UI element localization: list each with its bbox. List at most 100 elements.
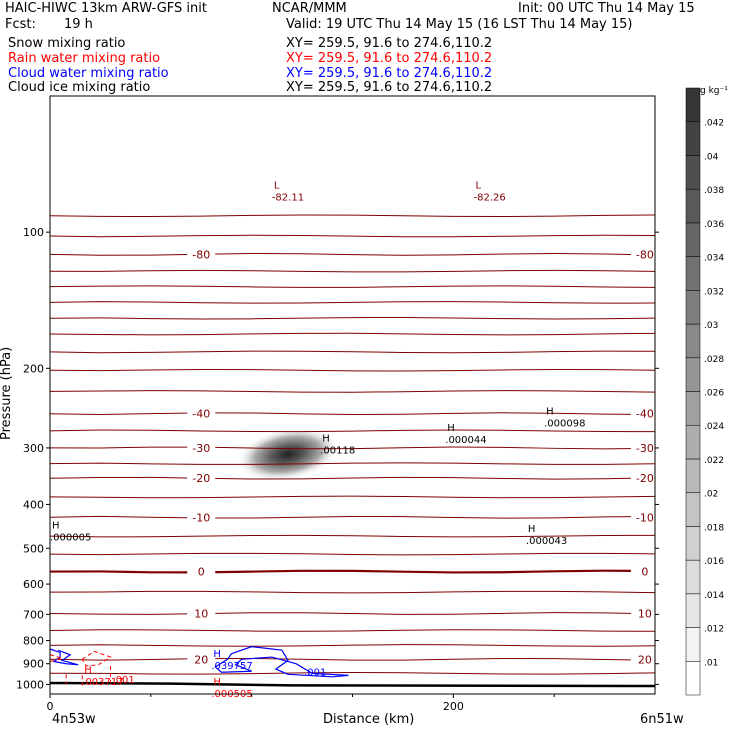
temperature-contour	[49, 285, 656, 288]
colorbar-tick-label: .03	[704, 321, 718, 331]
temperature-contour	[49, 534, 656, 538]
extremum-value: .003717	[82, 677, 123, 688]
colorbar-bin	[685, 188, 701, 224]
contour-label-bg	[187, 472, 216, 485]
forecast-label: Fcst:	[5, 17, 36, 32]
contour-label-temperature: -30	[192, 442, 210, 455]
colorbar-tick-label: .032	[704, 287, 724, 297]
colorbar-tick-label: .028	[704, 355, 724, 365]
field-name-snow: Snow mixing ratio	[8, 36, 126, 51]
contour-label-bg	[630, 511, 659, 524]
colorbar-bin	[685, 627, 701, 662]
colorbar-tick-label: .012	[704, 625, 724, 635]
extremum-marker: H	[447, 423, 455, 434]
colorbar-bin	[685, 121, 701, 156]
temperature-contour	[49, 495, 656, 499]
colorbar-bin	[685, 323, 701, 359]
contour-label-bg	[630, 472, 659, 485]
extremum-marker: H	[213, 677, 221, 688]
extremum-value: .00118	[320, 445, 355, 456]
y-tick-label: 1000	[16, 678, 44, 691]
colorbar-bin	[685, 661, 701, 696]
field-name-cloud-ice: Cloud ice mixing ratio	[8, 80, 151, 95]
colorbar-tick-label: .036	[704, 220, 724, 230]
field-xy-cloud-ice: XY= 259.5, 91.6 to 274.6,110.2	[286, 80, 493, 95]
temperature-contour	[49, 269, 656, 273]
colorbar-bin	[685, 155, 701, 190]
temperature-contour	[49, 644, 656, 647]
contour-label-temperature: -10	[192, 511, 210, 524]
rain-contour	[81, 650, 112, 667]
contour-label-bg	[630, 607, 659, 620]
temperature-contour	[49, 552, 656, 556]
temperature-contour	[49, 368, 656, 372]
cloud-water-contour	[49, 648, 79, 666]
snow-shading	[236, 427, 340, 482]
colorbar-bin	[685, 526, 701, 561]
temperature-contour	[49, 301, 656, 304]
contour-label-bg	[187, 407, 216, 420]
colorbar-bin	[685, 559, 701, 595]
contour-label-temperature: -10	[636, 511, 654, 524]
colorbar-bin	[685, 391, 701, 426]
x-endpoint-right: 6n51w	[640, 712, 684, 727]
temperature-contour	[49, 446, 656, 450]
colorbar-tick-label: .038	[704, 186, 724, 196]
contour-label-bg	[187, 511, 216, 524]
extremum-value: .000043	[526, 536, 567, 547]
extremum-value: .000044	[445, 435, 486, 446]
contour-label-mixing-ratio: .001	[113, 675, 135, 686]
contour-label-temperature: -20	[192, 472, 210, 485]
contour-label-bg	[187, 565, 216, 578]
temperature-contour	[49, 234, 656, 238]
y-tick-label: 500	[23, 542, 44, 555]
contour-label-temperature: 10	[194, 608, 208, 621]
temperature-contour	[49, 590, 656, 594]
contour-label-temperature: -20	[636, 472, 654, 485]
contour-label-bg	[630, 441, 659, 454]
contour-label-temperature: 0	[198, 566, 205, 579]
extremum-value: -82.26	[474, 192, 506, 203]
x-axis-title: Distance (km)	[323, 712, 415, 727]
colorbar-tick-label: .022	[704, 456, 724, 466]
contour-label-temperature: 20	[194, 653, 208, 666]
extremum-marker: H	[546, 406, 554, 417]
terrain-line	[49, 681, 656, 688]
extremum-marker: L	[274, 180, 280, 191]
colorbar-tick-label: .042	[704, 119, 724, 129]
colorbar-bin	[685, 290, 701, 325]
colorbar-tick-label: .026	[704, 389, 724, 399]
colorbar-tick-label: .024	[704, 422, 724, 432]
colorbar-tick-label: .04	[704, 152, 719, 162]
colorbar-bin	[685, 222, 701, 257]
y-tick-label: 600	[23, 578, 44, 591]
y-tick-label: 700	[23, 608, 44, 621]
temperature-contour	[49, 612, 656, 615]
temperature-contour	[49, 412, 656, 416]
extremum-marker: H	[84, 665, 92, 676]
contour-label-temperature: 0	[641, 566, 648, 579]
valid-time: Valid: 19 UTC Thu 14 May 15 (16 LST Thu …	[286, 17, 633, 32]
x-endpoint-left: 4n53w	[52, 712, 96, 727]
colorbar-bin	[685, 256, 701, 291]
extremum-marker: H	[213, 649, 221, 660]
init-time: Init: 00 UTC Thu 14 May 15	[518, 1, 695, 16]
y-tick-label: 300	[23, 442, 44, 455]
y-tick-label: 400	[23, 498, 44, 511]
y-tick-label: 100	[23, 226, 44, 239]
temperature-contour	[49, 332, 656, 336]
contour-label-temperature: -80	[636, 248, 654, 261]
plot-title: HAIC-HIWC 13km ARW-GFS init	[5, 1, 207, 16]
temperature-contour	[49, 569, 656, 574]
extremum-value: .000005	[50, 532, 91, 543]
x-tick-label: 0	[47, 700, 54, 713]
field-name-cloud-water: Cloud water mixing ratio	[8, 66, 169, 81]
colorbar-tick-label: .034	[704, 254, 724, 264]
extremum-marker: H	[322, 433, 330, 444]
colorbar-tick-label: .01	[704, 658, 718, 668]
colorbar-bin	[685, 357, 701, 392]
cloud-water-contour	[214, 646, 349, 678]
contour-label-temperature: -80	[192, 248, 210, 261]
forecast-hour: 19 h	[64, 17, 93, 32]
contour-label-temperature: -40	[192, 408, 210, 421]
